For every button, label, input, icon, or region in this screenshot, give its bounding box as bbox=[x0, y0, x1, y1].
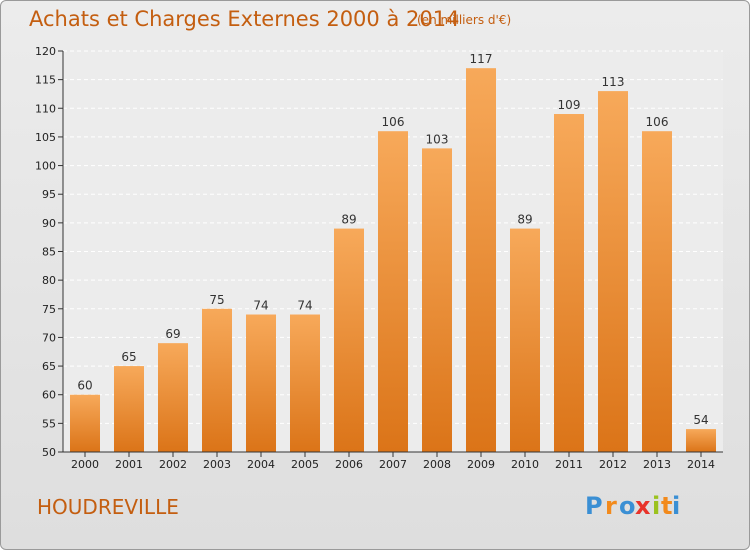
bar bbox=[598, 91, 628, 452]
x-tick-label: 2011 bbox=[555, 458, 583, 471]
data-label: 60 bbox=[77, 379, 92, 393]
x-tick-label: 2012 bbox=[599, 458, 627, 471]
y-tick-label: 120 bbox=[35, 45, 56, 58]
x-tick-label: 2013 bbox=[643, 458, 671, 471]
bar bbox=[70, 394, 100, 452]
brand-letter: x bbox=[635, 492, 651, 520]
bar bbox=[202, 308, 232, 452]
data-label: 54 bbox=[693, 413, 708, 427]
x-tick-label: 2010 bbox=[511, 458, 539, 471]
x-tick-label: 2009 bbox=[467, 458, 495, 471]
x-tick-label: 2003 bbox=[203, 458, 231, 471]
bar bbox=[114, 366, 144, 452]
bar bbox=[334, 228, 364, 452]
data-label: 113 bbox=[602, 75, 625, 89]
y-tick-label: 95 bbox=[42, 188, 56, 201]
x-tick-label: 2005 bbox=[291, 458, 319, 471]
y-tick-label: 75 bbox=[42, 303, 56, 316]
y-tick-label: 70 bbox=[42, 331, 56, 344]
y-tick-label: 85 bbox=[42, 246, 56, 259]
y-tick-label: 90 bbox=[42, 217, 56, 230]
bar bbox=[510, 228, 540, 452]
brand-letter: i bbox=[652, 492, 660, 520]
bar bbox=[422, 148, 452, 452]
y-tick-label: 60 bbox=[42, 389, 56, 402]
y-tick-label: 50 bbox=[42, 446, 56, 459]
x-tick-label: 2006 bbox=[335, 458, 363, 471]
y-tick-label: 105 bbox=[35, 131, 56, 144]
y-tick-label: 115 bbox=[35, 74, 56, 87]
y-tick-label: 110 bbox=[35, 102, 56, 115]
brand-letter: r bbox=[605, 492, 617, 520]
brand-letter: P bbox=[585, 492, 603, 520]
y-tick-label: 55 bbox=[42, 417, 56, 430]
x-tick-label: 2008 bbox=[423, 458, 451, 471]
x-tick-label: 2002 bbox=[159, 458, 187, 471]
brand-letter: t bbox=[661, 492, 672, 520]
bar bbox=[378, 131, 408, 452]
bar bbox=[158, 343, 188, 452]
bar bbox=[642, 131, 672, 452]
y-tick-label: 65 bbox=[42, 360, 56, 373]
y-tick-label: 100 bbox=[35, 160, 56, 173]
x-tick-label: 2007 bbox=[379, 458, 407, 471]
brand-letter: o bbox=[619, 492, 636, 520]
bar bbox=[554, 114, 584, 452]
x-tick-label: 2014 bbox=[687, 458, 715, 471]
x-tick-label: 2004 bbox=[247, 458, 275, 471]
brand-letter: i bbox=[672, 492, 680, 520]
bar bbox=[686, 429, 716, 452]
x-tick-label: 2001 bbox=[115, 458, 143, 471]
bar bbox=[246, 314, 276, 452]
data-label: 74 bbox=[297, 299, 312, 313]
data-label: 103 bbox=[426, 132, 449, 146]
x-tick-label: 2000 bbox=[71, 458, 99, 471]
bar bbox=[290, 314, 320, 452]
chart-subtitle: (en milliers d'€) bbox=[417, 13, 512, 27]
data-label: 106 bbox=[382, 115, 405, 129]
data-label: 117 bbox=[470, 52, 493, 66]
y-tick-label: 80 bbox=[42, 274, 56, 287]
data-label: 106 bbox=[646, 115, 669, 129]
data-label: 109 bbox=[558, 98, 581, 112]
data-label: 74 bbox=[253, 299, 268, 313]
data-label: 69 bbox=[165, 327, 180, 341]
data-label: 75 bbox=[209, 293, 224, 307]
data-label: 89 bbox=[517, 213, 532, 227]
data-label: 65 bbox=[121, 350, 136, 364]
data-label: 89 bbox=[341, 213, 356, 227]
bar bbox=[466, 68, 496, 452]
chart-title: Achats et Charges Externes 2000 à 2014 bbox=[29, 7, 460, 31]
commune-name: HOUDREVILLE bbox=[37, 495, 179, 519]
